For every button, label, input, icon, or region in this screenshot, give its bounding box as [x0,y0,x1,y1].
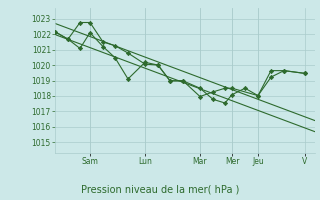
Text: Pression niveau de la mer( hPa ): Pression niveau de la mer( hPa ) [81,184,239,194]
